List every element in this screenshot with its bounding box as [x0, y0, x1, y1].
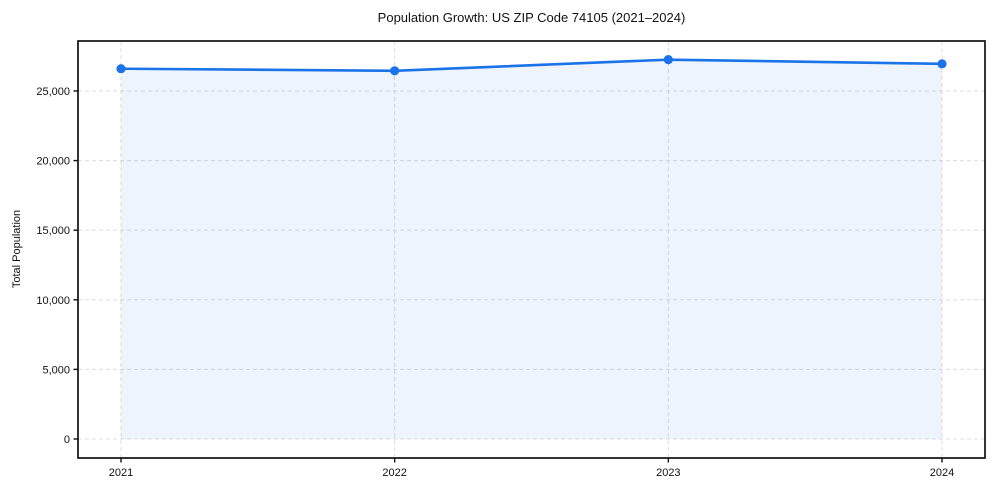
- data-point-2024: [937, 59, 947, 69]
- axis-frame: [77, 40, 986, 459]
- y-tick-label: 0: [64, 434, 70, 446]
- y-tick-label: 25,000: [36, 86, 70, 98]
- area-fill: [121, 59, 942, 439]
- data-point-2023: [663, 55, 673, 65]
- x-tick-label: 2021: [109, 467, 133, 479]
- x-tick-label: 2024: [930, 467, 954, 479]
- chart-title: Population Growth: US ZIP Code 74105 (20…: [377, 10, 686, 25]
- data-point-2022: [390, 66, 400, 76]
- x-tick-label: 2022: [382, 467, 406, 479]
- y-tick-label: 10,000: [36, 295, 70, 307]
- x-tick-label: 2023: [656, 467, 680, 479]
- y-tick-label: 15,000: [36, 225, 70, 237]
- y-tick-label: 20,000: [36, 156, 70, 168]
- y-tick-label: 5,000: [42, 364, 70, 376]
- series-line: [119, 58, 944, 73]
- data-point-2021: [116, 64, 126, 74]
